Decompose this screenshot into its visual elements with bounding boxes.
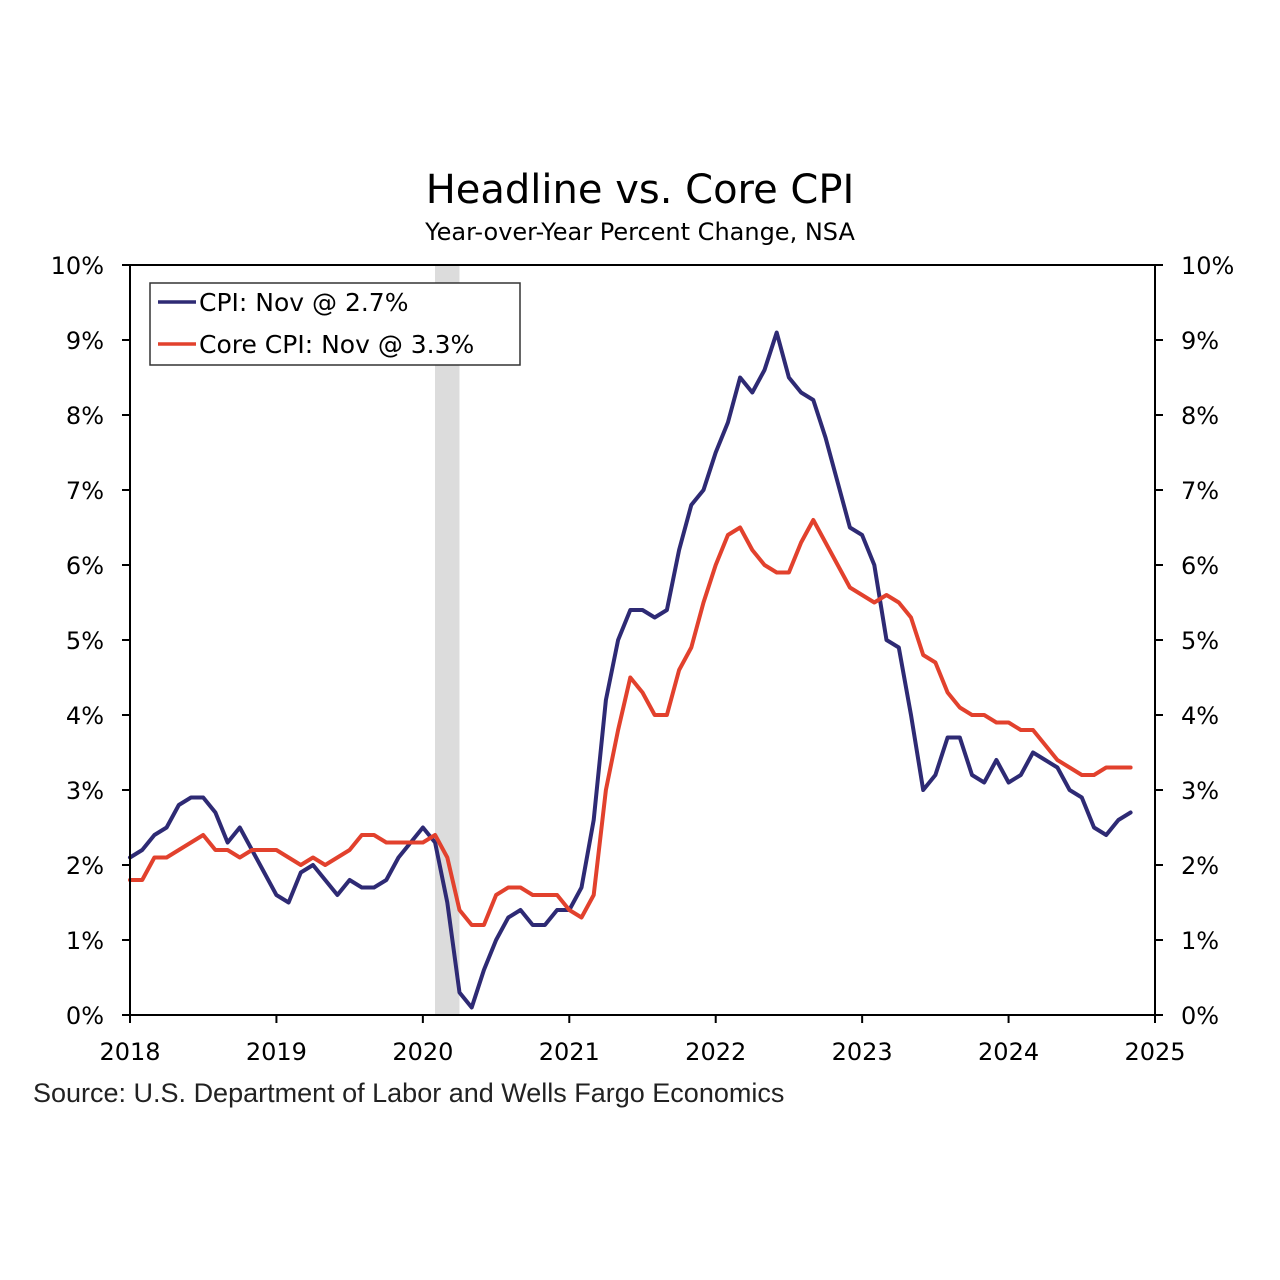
series-line-cpi [128,330,1133,1010]
legend: CPI: Nov @ 2.7% Core CPI: Nov @ 3.3% [149,282,521,366]
y-tick-label-right: 3% [1181,777,1219,805]
y-tick-label-right: 7% [1181,477,1219,505]
series-lines [128,330,1133,1010]
series-line-core-cpi [128,518,1133,927]
y-tick-label-left: 0% [66,1002,104,1030]
x-tick-label: 2021 [539,1038,600,1066]
y-axis-right-labels: 0% 1% 2% 3% 4% 5% 6% 7% 8% 9% 10% [1181,252,1234,1030]
chart-title: Headline vs. Core CPI [426,167,855,213]
y-tick-label-right: 6% [1181,552,1219,580]
y-tick-label-right: 2% [1181,852,1219,880]
y-tick-label-right: 8% [1181,402,1219,430]
x-tick-label: 2025 [1124,1038,1185,1066]
y-tick-label-right: 10% [1181,252,1234,280]
y-tick-label-left: 9% [66,327,104,355]
source-note: Source: U.S. Department of Labor and Wel… [33,1078,784,1108]
y-tick-label-left: 3% [66,777,104,805]
legend-label-core-cpi: Core CPI: Nov @ 3.3% [199,330,474,359]
y-tick-label-left: 8% [66,402,104,430]
y-tick-label-left: 6% [66,552,104,580]
x-tick-label: 2019 [246,1038,307,1066]
chart-subtitle: Year-over-Year Percent Change, NSA [424,218,855,246]
axis-ticks [122,264,1163,1023]
x-tick-label: 2018 [99,1038,160,1066]
y-axis-left-labels: 0% 1% 2% 3% 4% 5% 6% 7% 8% 9% 10% [51,252,104,1030]
y-tick-label-left: 1% [66,927,104,955]
y-tick-label-right: 4% [1181,702,1219,730]
x-tick-label: 2020 [392,1038,453,1066]
y-tick-label-right: 1% [1181,927,1219,955]
y-tick-label-left: 7% [66,477,104,505]
y-tick-label-left: 2% [66,852,104,880]
legend-box [149,282,521,366]
plot-frame [129,264,1156,1016]
x-tick-label: 2024 [978,1038,1039,1066]
x-tick-label: 2022 [685,1038,746,1066]
legend-label-cpi: CPI: Nov @ 2.7% [199,288,408,317]
y-tick-label-right: 9% [1181,327,1219,355]
y-tick-label-left: 5% [66,627,104,655]
y-tick-label-right: 0% [1181,1002,1219,1030]
x-axis-labels: 2018 2019 2020 2021 2022 2023 2024 2025 [99,1038,1185,1066]
y-tick-label-right: 5% [1181,627,1219,655]
x-tick-label: 2023 [832,1038,893,1066]
y-tick-label-left: 4% [66,702,104,730]
y-tick-label-left: 10% [51,252,104,280]
